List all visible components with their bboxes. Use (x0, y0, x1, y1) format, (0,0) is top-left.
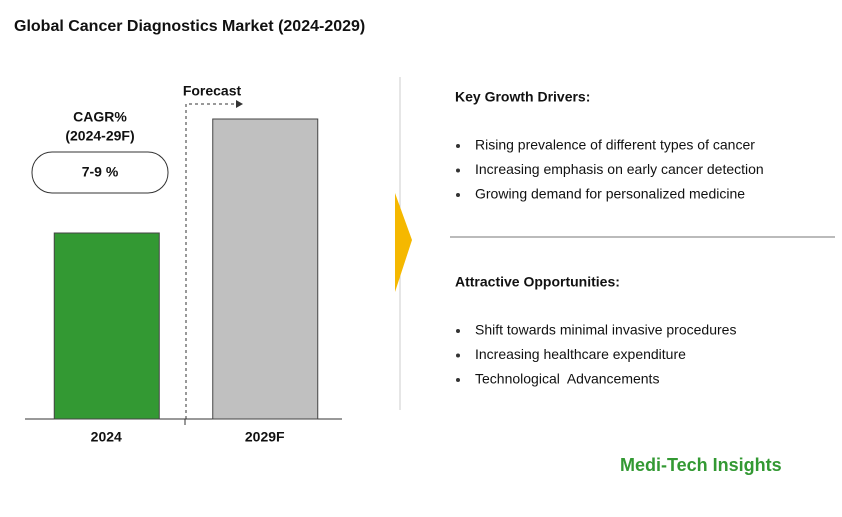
brand: Medi-Tech Insights (620, 455, 782, 475)
bullet (456, 168, 460, 173)
cagr-period: (2024-29F) (65, 128, 134, 144)
bar (212, 118, 319, 420)
forecast-label: Forecast (183, 83, 242, 99)
forecast-arrow (236, 100, 243, 108)
chart-title: Global Cancer Diagnostics Market (2024-2… (14, 18, 365, 35)
panel-title: Key Growth Drivers: (455, 89, 590, 105)
panel-item: Shift towards minimal invasive procedure… (475, 322, 736, 338)
bullet (456, 378, 460, 382)
x-tick-label: 2029F (245, 429, 285, 445)
forecast-bracket (185, 103, 236, 419)
cagr-label: CAGR% (73, 109, 127, 125)
bar (53, 232, 160, 420)
bullet (456, 193, 460, 197)
panel-item: Growing demand for personalized medicine (475, 186, 745, 202)
panel-item: Rising prevalence of different types of … (475, 137, 755, 153)
bullet (456, 353, 460, 358)
bullet (456, 329, 460, 333)
bullet (456, 144, 460, 148)
x-tick-label: 2024 (91, 429, 122, 445)
panel-item: Increasing emphasis on early cancer dete… (475, 161, 764, 177)
panel-item: Increasing healthcare expenditure (475, 346, 686, 362)
panel-item: Technological Advancements (475, 371, 659, 387)
panel-title: Attractive Opportunities: (455, 274, 620, 290)
cagr-value: 7-9 % (82, 164, 119, 180)
pointer-arrow (395, 193, 412, 292)
cagr-pill (31, 151, 169, 194)
